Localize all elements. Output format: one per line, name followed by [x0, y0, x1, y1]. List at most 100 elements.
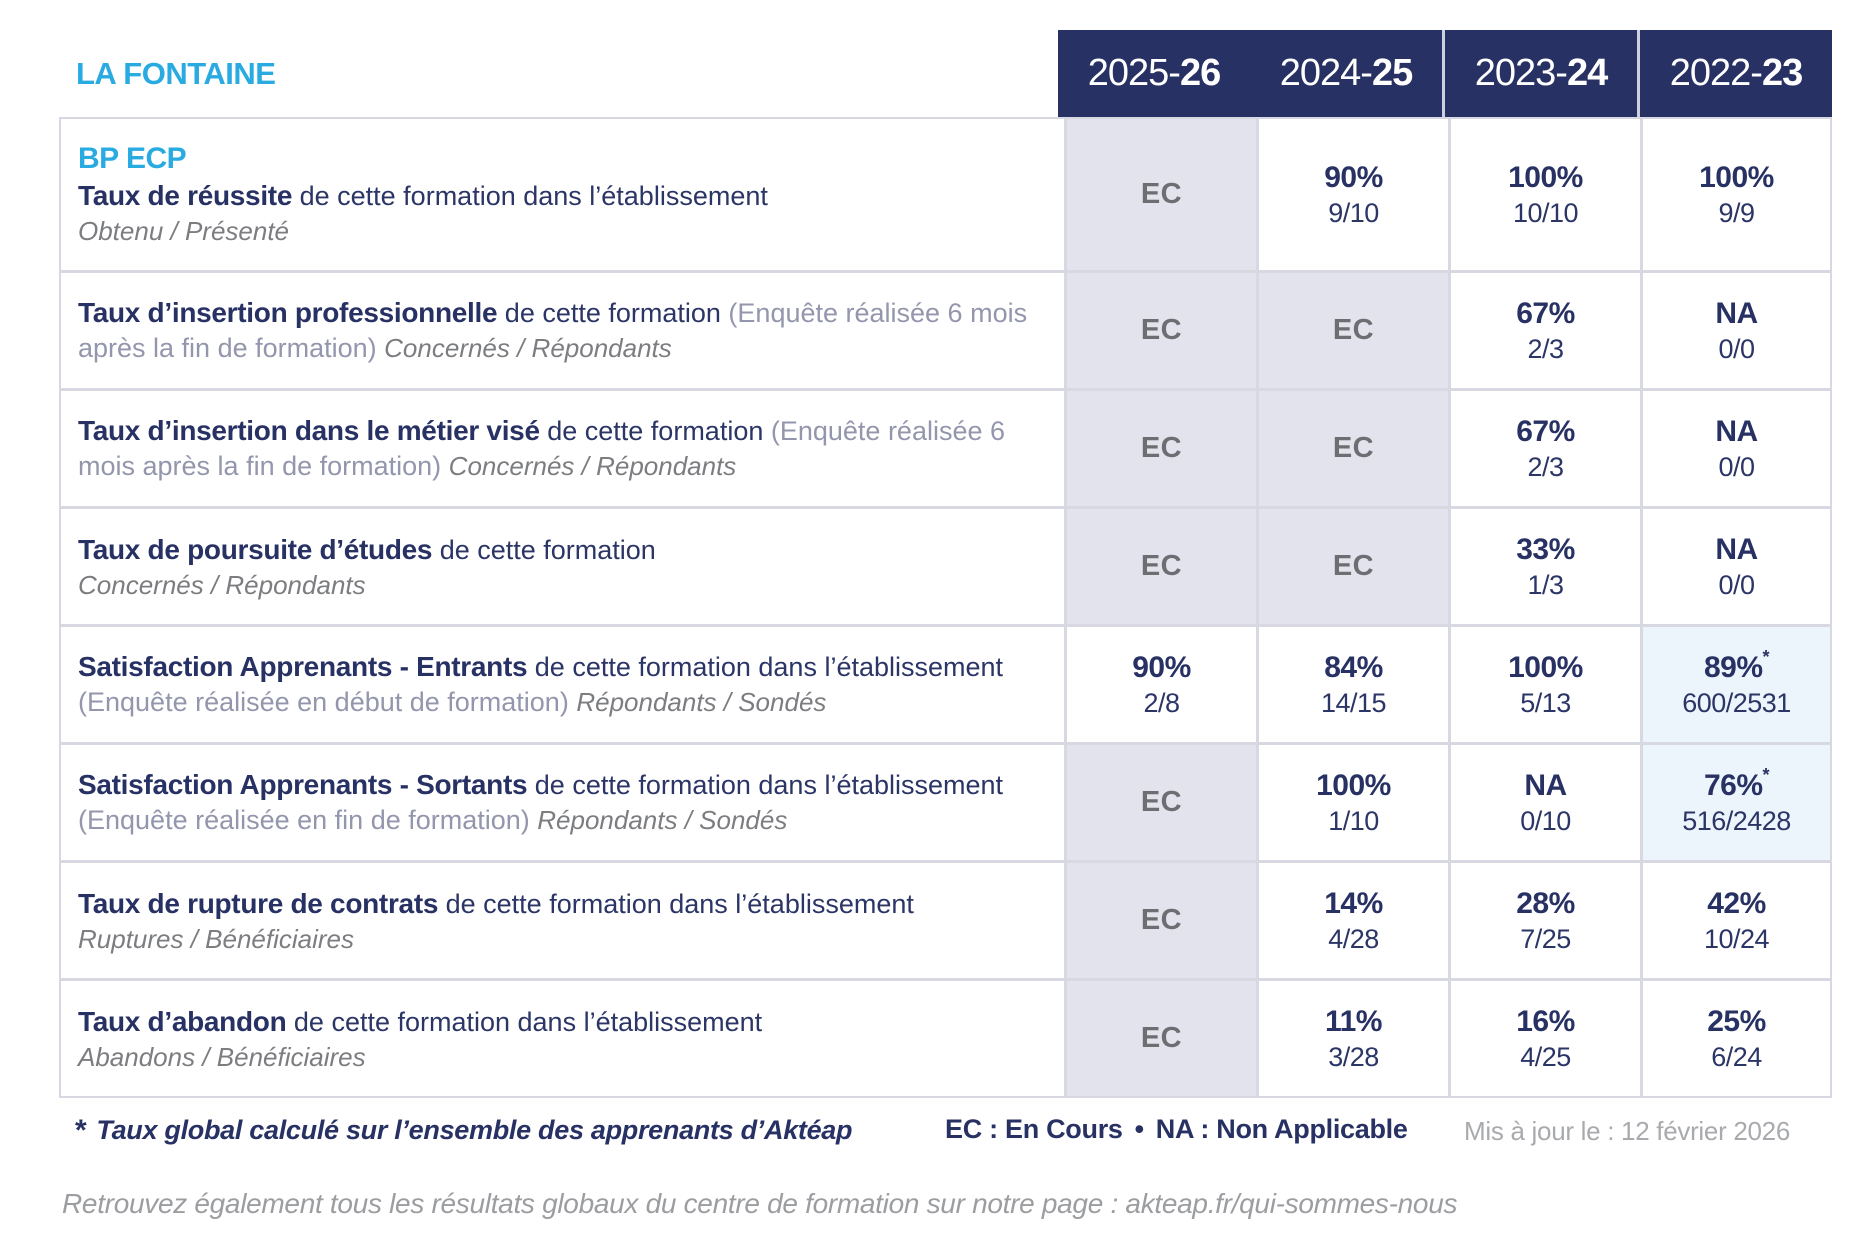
updated-date: Mis à jour le : 12 février 2026	[1464, 1116, 1790, 1146]
ratio-caption: Répondants / Sondés	[537, 805, 788, 836]
table-row: Taux d’insertion professionnelle de cett…	[61, 270, 1830, 388]
percentage-value: 67%	[1516, 296, 1575, 330]
asterisk-marker: *	[1762, 764, 1770, 785]
row-label-text: Taux de réussite de cette formation dans…	[78, 178, 1038, 214]
percentage-value: 16%	[1516, 1004, 1575, 1038]
row-label-text: Taux d’abandon de cette formation dans l…	[78, 1004, 1038, 1040]
indicator-desc: de cette formation dans l’établissement	[286, 1006, 763, 1037]
value-cell: 11% 3/28	[1256, 981, 1448, 1096]
percentage-value: 100%	[1508, 650, 1583, 684]
footnote-row: * Taux global calculé sur l’ensemble des …	[59, 1106, 1832, 1158]
bottom-note-text: Retrouvez également tous les résultats g…	[62, 1188, 1126, 1219]
table-row: BP ECP Taux de réussite de cette formatio…	[61, 119, 1830, 270]
indicator-desc: de cette formation	[539, 416, 771, 447]
year-prefix: 2022-	[1669, 52, 1763, 94]
legend: EC : En Cours • NA : Non Applicable	[945, 1114, 1408, 1145]
value-cell: 90% 2/8	[1064, 627, 1256, 742]
indicator-title: Satisfaction Apprenants - Sortants	[78, 769, 528, 801]
indicator-title: Taux de réussite	[78, 179, 293, 211]
row-label: Taux de rupture de contrats de cette for…	[61, 863, 1064, 978]
table-row: Taux de rupture de contrats de cette for…	[61, 860, 1830, 978]
year-bold: 23	[1761, 52, 1803, 94]
percentage-value: 28%	[1516, 886, 1575, 920]
percentage-value: 33%	[1516, 532, 1575, 566]
footnote-global: * Taux global calculé sur l’ensemble des …	[75, 1114, 853, 1148]
fraction-value: 0/10	[1520, 805, 1571, 836]
year-bold: 24	[1566, 52, 1608, 94]
percentage-value: NA	[1715, 414, 1758, 448]
indicator-title: Taux de poursuite d’études	[78, 533, 433, 565]
percentage-value: 67%	[1516, 414, 1575, 448]
ratio-caption: Abandons / Bénéficiaires	[78, 1042, 366, 1073]
indicator-title: Taux de rupture de contrats	[78, 887, 439, 919]
value-cell: 67% 2/3	[1448, 391, 1640, 506]
row-label: Satisfaction Apprenants - Sortants de ce…	[61, 745, 1064, 860]
row-label-text: Taux de poursuite d’études de cette form…	[78, 532, 1038, 568]
value-cell: 33% 1/3	[1448, 509, 1640, 624]
percentage-value: 90%	[1132, 650, 1191, 684]
survey-note: (Enquête réalisée 6 mois après la fin de…	[78, 416, 1006, 482]
ec-cell: EC	[1256, 509, 1448, 624]
value-cell: 16% 4/25	[1448, 981, 1640, 1096]
fraction-value: 0/0	[1718, 569, 1755, 600]
year-header-row: 2025- 26 2024- 25 2023- 24 2022- 23	[1058, 30, 1832, 117]
percentage-value: NA	[1715, 296, 1758, 330]
value-cell: NA 0/0	[1640, 273, 1830, 388]
ec-cell: EC	[1064, 119, 1256, 270]
fraction-value: 4/28	[1328, 923, 1379, 954]
indicator-desc: de cette formation	[432, 534, 656, 565]
year-prefix: 2025-	[1087, 52, 1181, 94]
value-cell: 67% 2/3	[1448, 273, 1640, 388]
value-cell: 25% 6/24	[1640, 981, 1830, 1096]
course-title: BP ECP	[78, 141, 187, 175]
fraction-value: 14/15	[1320, 687, 1387, 718]
value-cell: 42% 10/24	[1640, 863, 1830, 978]
table-row: Taux de poursuite d’études de cette form…	[61, 506, 1830, 624]
ec-cell: EC	[1064, 863, 1256, 978]
value-cell: 89%* 600/2531	[1640, 627, 1830, 742]
percentage-value: 76%*	[1703, 764, 1770, 802]
ec-cell: EC	[1064, 509, 1256, 624]
row-label-text: Satisfaction Apprenants - Entrants de ce…	[78, 649, 1038, 719]
fraction-value: 0/0	[1718, 333, 1755, 364]
ratio-caption: Concernés / Répondants	[78, 570, 366, 601]
ec-cell: EC	[1064, 273, 1256, 388]
value-cell: 14% 4/28	[1256, 863, 1448, 978]
indicator-title: Taux d’insertion professionnelle	[78, 297, 498, 329]
percentage-value: NA	[1715, 532, 1758, 566]
fraction-value: 10/10	[1512, 197, 1579, 228]
ratio-caption: Répondants / Sondés	[576, 687, 827, 718]
fraction-value: 516/2428	[1682, 805, 1791, 836]
indicator-title: Taux d’insertion dans le métier visé	[78, 415, 540, 447]
value-cell: NA 0/0	[1640, 509, 1830, 624]
value-cell: NA 0/10	[1448, 745, 1640, 860]
row-label: Taux de poursuite d’études de cette form…	[61, 509, 1064, 624]
ec-cell: EC	[1256, 273, 1448, 388]
table-row: Taux d’insertion dans le métier visé de …	[61, 388, 1830, 506]
value-cell: 76%* 516/2428	[1640, 745, 1830, 860]
fraction-value: 1/3	[1527, 569, 1564, 600]
fraction-value: 9/10	[1328, 197, 1379, 228]
fraction-value: 600/2531	[1682, 687, 1791, 718]
indicator-desc: de cette formation	[497, 298, 729, 329]
row-label: BP ECP Taux de réussite de cette formatio…	[61, 119, 1064, 270]
table-row: Taux d’abandon de cette formation dans l…	[61, 978, 1830, 1096]
year-header-cell: 2023- 24	[1442, 30, 1637, 117]
akteap-url[interactable]: akteap.fr/qui-sommes-nous	[1125, 1188, 1458, 1219]
ratio-caption: Concernés / Répondants	[384, 333, 672, 364]
survey-note: (Enquête réalisée en fin de formation)	[78, 805, 538, 836]
ec-cell: EC	[1064, 391, 1256, 506]
legend-ec: EC : En Cours	[945, 1114, 1123, 1144]
value-cell: 100% 5/13	[1448, 627, 1640, 742]
value-cell: 28% 7/25	[1448, 863, 1640, 978]
percentage-value: NA	[1524, 768, 1567, 802]
row-label-text: Taux d’insertion professionnelle de cett…	[78, 295, 1038, 365]
fraction-value: 0/0	[1718, 451, 1755, 482]
percentage-value: 89%*	[1703, 646, 1770, 684]
ratio-caption: Concernés / Répondants	[448, 451, 737, 482]
indicator-desc: de cette formation dans l’établissement	[438, 888, 914, 919]
top-bar: LA FONTAINE 2025- 26 2024- 25 2023- 24 2022- 23	[59, 30, 1832, 117]
fraction-value: 4/25	[1520, 1041, 1571, 1072]
legend-separator: •	[1134, 1114, 1144, 1144]
